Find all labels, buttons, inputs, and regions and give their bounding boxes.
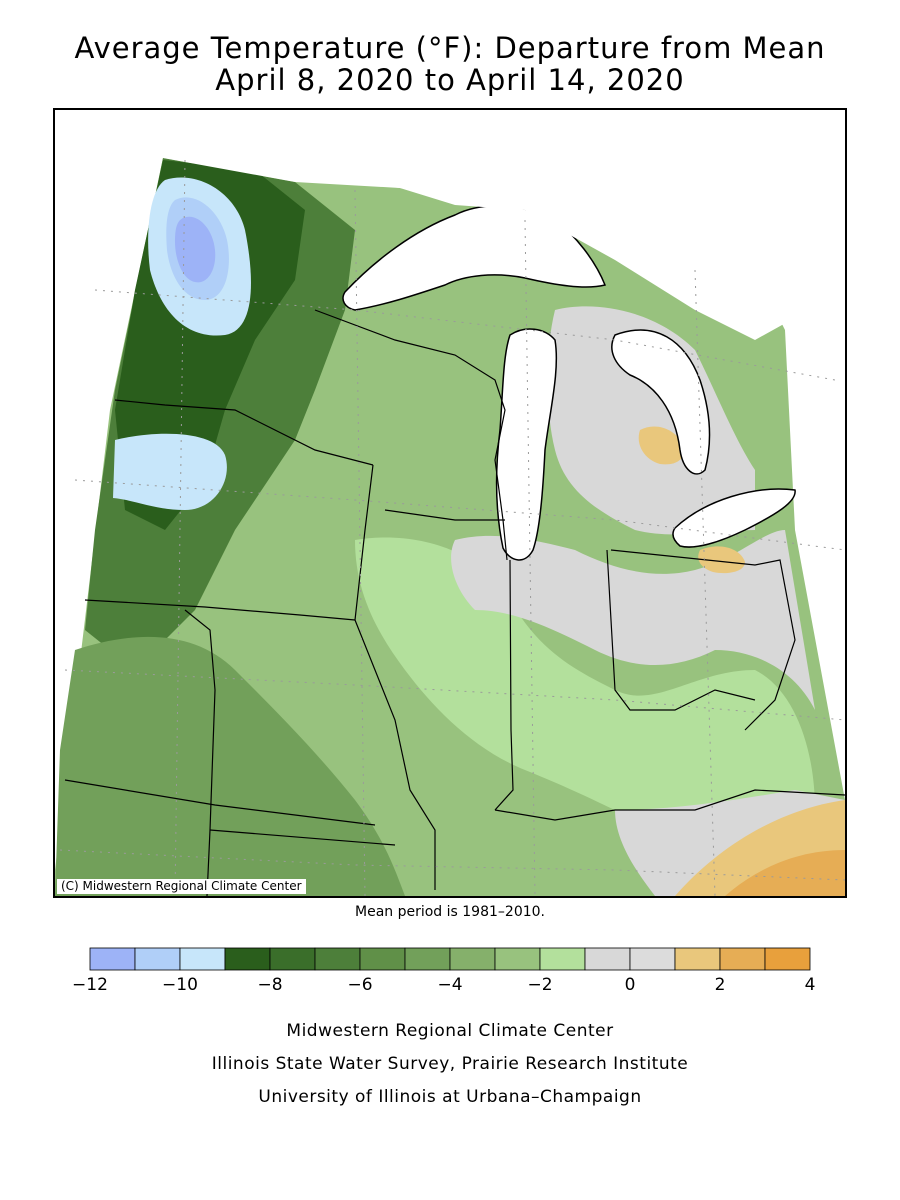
- zone-near-normal: [451, 530, 815, 710]
- legend-color-boxes: [89, 947, 811, 971]
- legend-box: [449, 947, 496, 971]
- footer-line-survey: Illinois State Water Survey, Prairie Res…: [211, 1054, 689, 1074]
- map-canvas: [55, 110, 845, 896]
- legend-box: [134, 947, 181, 971]
- legend-box: [89, 947, 136, 971]
- map-title: Average Temperature (°F): Departure from…: [74, 31, 826, 65]
- footer-line-university: University of Illinois at Urbana–Champai…: [258, 1087, 642, 1107]
- zone-mid-green-south: [55, 636, 405, 896]
- zone-near-normal-ne: [547, 306, 755, 535]
- legend-tick-label: 2: [715, 975, 726, 995]
- legend-box: [359, 947, 406, 971]
- legend-tick-label: −2: [527, 975, 552, 995]
- legend-box: [539, 947, 586, 971]
- legend-box: [584, 947, 631, 971]
- legend-box: [719, 947, 766, 971]
- legend-tick-label: 4: [805, 975, 816, 995]
- legend-box: [674, 947, 721, 971]
- legend-tick-labels: −12 −10 −8 −6 −4 −2 0 2 4: [72, 975, 815, 995]
- legend-box: [179, 947, 226, 971]
- legend-tick-label: −12: [72, 975, 108, 995]
- lake-superior: [342, 205, 607, 311]
- legend-tick-label: −10: [162, 975, 198, 995]
- footer-line-center: Midwestern Regional Climate Center: [286, 1021, 614, 1041]
- map-date-range: April 8, 2020 to April 14, 2020: [215, 63, 685, 97]
- canada-land: [163, 110, 845, 340]
- lake-huron: [611, 329, 711, 475]
- legend-tick-label: −4: [437, 975, 462, 995]
- zone-light-green-center: [355, 537, 815, 830]
- zone-warmer-se: [725, 850, 845, 896]
- zone-deep-blue-north: [175, 216, 216, 283]
- lake-michigan: [495, 328, 558, 561]
- temperature-departure-map: (C) Midwestern Regional Climate Center: [53, 108, 847, 898]
- legend-box: [494, 947, 541, 971]
- legend-tick-label: −6: [347, 975, 372, 995]
- legend-box: [404, 947, 451, 971]
- copyright-label: (C) Midwestern Regional Climate Center: [57, 879, 306, 894]
- mean-period-note: Mean period is 1981–2010.: [355, 904, 545, 920]
- state-borders: [64, 309, 845, 896]
- legend-box: [314, 947, 361, 971]
- legend-box: [269, 947, 316, 971]
- legend-tick-label: −8: [257, 975, 282, 995]
- legend-box: [224, 947, 271, 971]
- graticule: [59, 159, 845, 896]
- legend-box: [629, 947, 676, 971]
- color-legend: −12 −10 −8 −6 −4 −2 0 2 4: [72, 947, 815, 995]
- legend-box: [764, 947, 811, 971]
- legend-tick-label: 0: [625, 975, 636, 995]
- zone-warm-erie: [698, 546, 745, 574]
- zone-light-blue-west: [113, 433, 227, 510]
- lake-erie: [672, 488, 796, 548]
- zone-warm-saginaw: [638, 426, 684, 465]
